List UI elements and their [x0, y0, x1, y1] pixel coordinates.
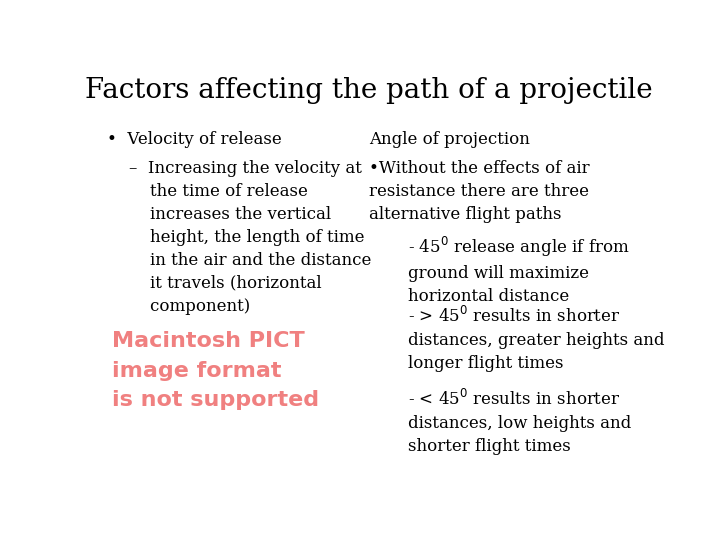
- Text: - 45$^0$ release angle if from
ground will maximize
horizontal distance: - 45$^0$ release angle if from ground wi…: [408, 235, 630, 305]
- Text: Macintosh PICT
image format
is not supported: Macintosh PICT image format is not suppo…: [112, 331, 320, 410]
- Text: Factors affecting the path of a projectile: Factors affecting the path of a projecti…: [85, 77, 653, 104]
- Text: Angle of projection: Angle of projection: [369, 131, 530, 148]
- Text: •Without the effects of air
resistance there are three
alternative flight paths: •Without the effects of air resistance t…: [369, 160, 590, 223]
- Text: •  Velocity of release: • Velocity of release: [107, 131, 282, 148]
- Text: - < 45$^0$ results in shorter
distances, low heights and
shorter flight times: - < 45$^0$ results in shorter distances,…: [408, 389, 631, 455]
- Text: –  Increasing the velocity at
    the time of release
    increases the vertical: – Increasing the velocity at the time of…: [129, 160, 372, 314]
- Text: - > 45$^0$ results in shorter
distances, greater heights and
longer flight times: - > 45$^0$ results in shorter distances,…: [408, 306, 665, 372]
